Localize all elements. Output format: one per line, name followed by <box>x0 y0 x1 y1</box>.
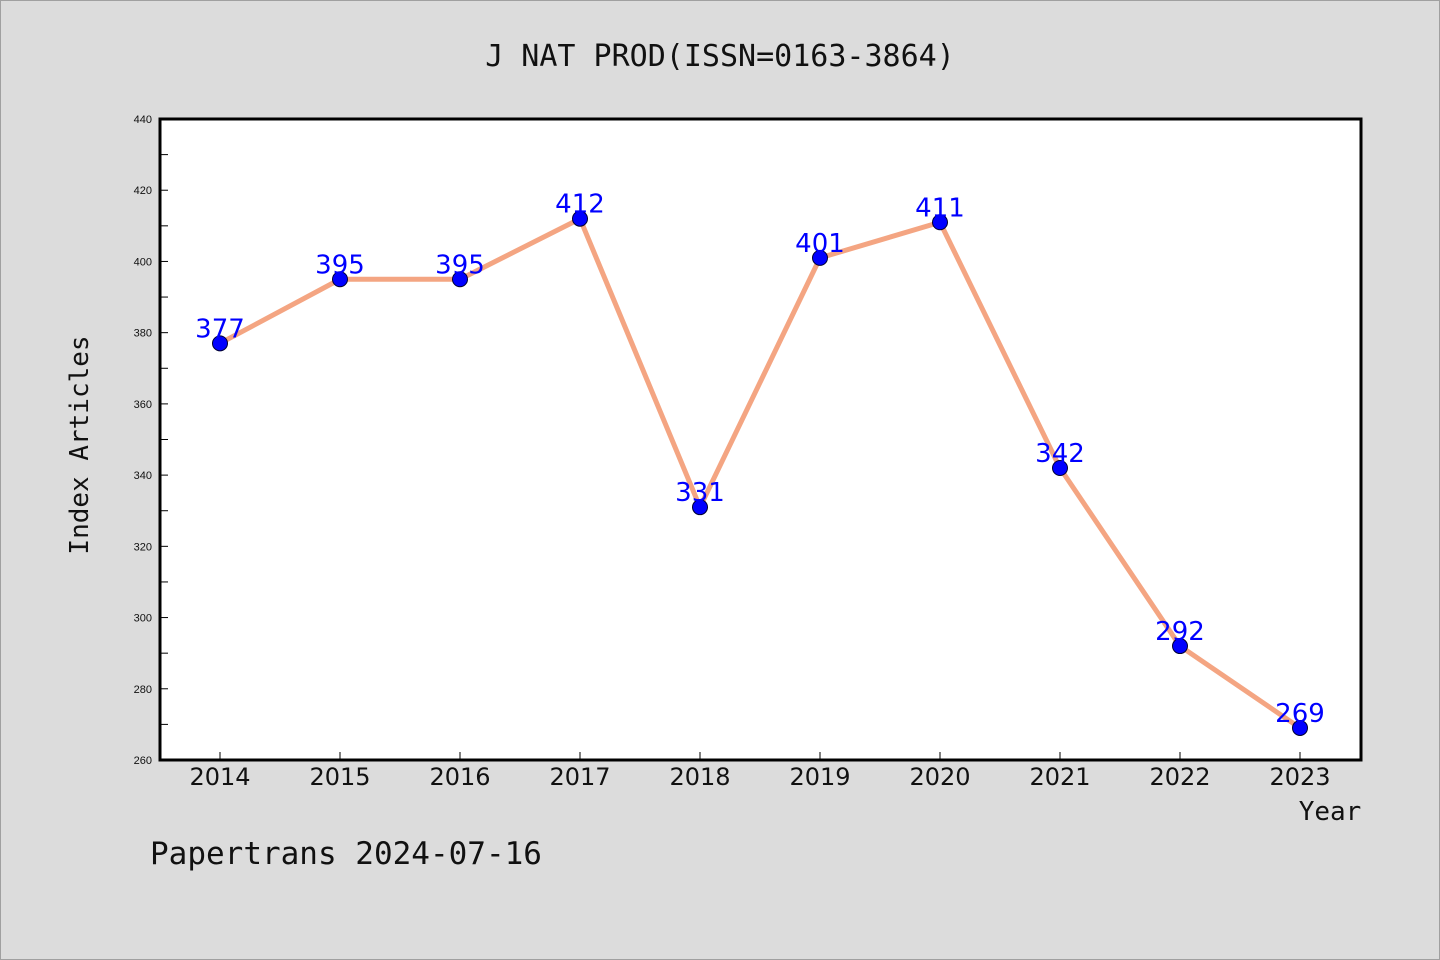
y-tick-label: 360 <box>134 399 152 411</box>
plot-area <box>158 117 1363 762</box>
y-tick-label: 380 <box>134 328 152 340</box>
x-tick-label: 2020 <box>909 763 970 791</box>
y-tick-label: 320 <box>134 541 152 553</box>
y-tick-label: 260 <box>134 755 152 767</box>
footer-text: Papertrans 2024-07-16 <box>150 836 542 872</box>
x-tick-label: 2017 <box>549 763 610 791</box>
data-label: 412 <box>555 190 605 220</box>
data-point <box>452 271 468 288</box>
y-tick-label: 300 <box>134 613 152 625</box>
y-tick-label: 400 <box>134 256 152 268</box>
data-point <box>572 210 588 227</box>
x-axis-label: Year <box>1299 797 1362 827</box>
data-labels: 377 395 395 412 331 401 411 342 292 269 <box>195 190 1325 729</box>
data-point <box>1172 638 1188 655</box>
data-label: 395 <box>435 250 485 280</box>
x-tick-label: 2022 <box>1149 763 1210 791</box>
data-label: 342 <box>1035 439 1085 469</box>
data-label: 411 <box>915 193 965 223</box>
x-tick-label: 2014 <box>189 763 250 791</box>
data-point <box>332 271 348 288</box>
x-tick-label: 2018 <box>669 763 730 791</box>
data-point <box>812 249 828 266</box>
y-axis-label: Index Articles <box>65 335 95 554</box>
x-tick-label: 2021 <box>1029 763 1090 791</box>
x-tick-label: 2016 <box>429 763 490 791</box>
y-axis: 260 280 300 320 340 360 380 400 420 440 <box>134 114 168 767</box>
data-label: 395 <box>315 250 365 280</box>
data-point <box>692 499 708 516</box>
data-point <box>932 214 948 231</box>
data-point <box>1052 459 1068 476</box>
data-label: 292 <box>1155 617 1205 647</box>
data-label: 331 <box>675 478 725 508</box>
data-point <box>1292 719 1308 736</box>
y-tick-label: 280 <box>134 684 152 696</box>
y-tick-label: 440 <box>134 114 152 126</box>
chart-title: J NAT PROD(ISSN=0163-3864) <box>485 39 955 74</box>
series <box>212 210 1308 736</box>
y-tick-label: 420 <box>134 185 152 197</box>
data-label: 377 <box>195 314 245 344</box>
series-line <box>218 216 1302 731</box>
x-tick-label: 2015 <box>309 763 370 791</box>
x-axis: 2014 2015 2016 2017 2018 2019 2020 2021 2022 2023 <box>189 752 1331 791</box>
x-tick-label: 2023 <box>1269 763 1330 791</box>
data-point <box>212 335 228 352</box>
y-tick-label: 340 <box>134 470 152 482</box>
data-label: 401 <box>795 229 845 259</box>
x-tick-label: 2019 <box>789 763 850 791</box>
data-label: 269 <box>1275 699 1325 729</box>
